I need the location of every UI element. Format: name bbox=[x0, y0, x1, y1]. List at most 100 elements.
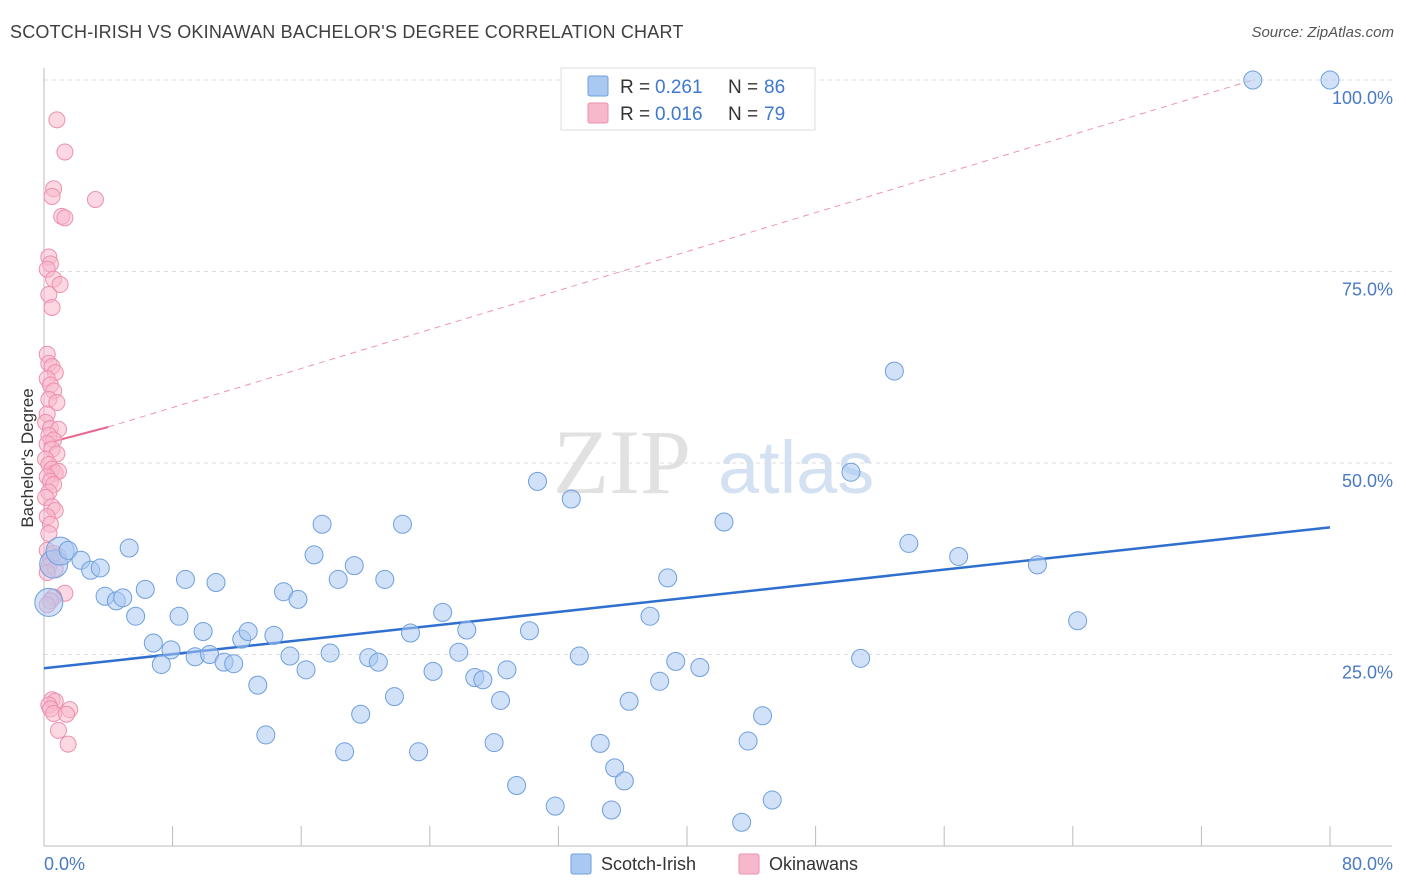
bottom-legend-label-okinawans: Okinawans bbox=[769, 854, 858, 874]
point-scotch-irish bbox=[851, 648, 871, 668]
point-scotch-irish bbox=[1068, 611, 1088, 631]
point-scotch-irish bbox=[899, 533, 919, 553]
point-scotch-irish bbox=[238, 622, 258, 642]
y-axis-tick-labels: 25.0% 50.0% 75.0% 100.0% bbox=[1332, 88, 1393, 683]
point-scotch-irish bbox=[658, 568, 678, 588]
legend: R = 0.261 N = 86 R = 0.016 N = 79 bbox=[560, 67, 816, 131]
point-scotch-irish bbox=[1027, 555, 1047, 575]
point-okinawans bbox=[48, 393, 66, 411]
point-scotch-irish bbox=[135, 579, 155, 599]
point-scotch-irish bbox=[738, 731, 758, 751]
bottom-legend-label-scotch-irish: Scotch-Irish bbox=[601, 854, 696, 874]
point-scotch-irish bbox=[224, 654, 244, 674]
legend-n-label-1: N = bbox=[728, 77, 758, 98]
y-tick-label: 100.0% bbox=[1332, 88, 1393, 108]
x-tick-label-min: 0.0% bbox=[44, 854, 85, 874]
point-okinawans bbox=[40, 524, 58, 542]
point-okinawans bbox=[43, 187, 61, 205]
point-scotch-irish bbox=[296, 660, 316, 680]
point-okinawans bbox=[51, 276, 69, 294]
legend-r-label-1: R = bbox=[620, 77, 650, 98]
bottom-legend-swatch-okinawans bbox=[738, 853, 760, 875]
point-scotch-irish bbox=[328, 569, 348, 589]
chart-source: Source: ZipAtlas.com bbox=[1251, 24, 1394, 41]
bottom-legend-swatch-scotch-irish bbox=[570, 853, 592, 875]
point-scotch-irish bbox=[375, 569, 395, 589]
point-scotch-irish bbox=[640, 606, 660, 626]
point-scotch-irish bbox=[206, 572, 226, 592]
point-okinawans bbox=[56, 209, 74, 227]
point-okinawans bbox=[43, 299, 61, 317]
gridlines bbox=[44, 79, 1392, 655]
point-scotch-irish bbox=[384, 687, 404, 707]
point-scotch-irish bbox=[143, 633, 163, 653]
point-scotch-irish bbox=[256, 725, 276, 745]
point-scotch-irish bbox=[449, 642, 469, 662]
point-scotch-irish bbox=[119, 538, 139, 558]
point-scotch-irish bbox=[732, 812, 752, 832]
legend-r-value-2: 0.016 bbox=[655, 104, 703, 125]
y-tick-label: 50.0% bbox=[1342, 471, 1393, 491]
point-scotch-irish bbox=[884, 361, 904, 381]
point-scotch-irish bbox=[401, 623, 421, 643]
point-scotch-irish bbox=[169, 606, 189, 626]
point-scotch-irish bbox=[392, 514, 412, 534]
bottom-legend: Scotch-Irish Okinawans bbox=[570, 853, 858, 875]
point-scotch-irish bbox=[528, 471, 548, 491]
point-scotch-irish bbox=[714, 512, 734, 532]
point-scotch-irish bbox=[175, 569, 195, 589]
legend-n-value-1: 86 bbox=[764, 77, 785, 98]
legend-n-value-2: 79 bbox=[764, 104, 785, 125]
point-scotch-irish bbox=[161, 640, 181, 660]
point-scotch-irish bbox=[545, 796, 565, 816]
point-scotch-irish bbox=[753, 706, 773, 726]
point-scotch-irish bbox=[58, 540, 78, 560]
point-scotch-irish bbox=[288, 589, 308, 609]
point-scotch-irish bbox=[280, 646, 300, 666]
point-scotch-irish bbox=[304, 545, 324, 565]
point-scotch-irish bbox=[433, 602, 453, 622]
point-scotch-irish bbox=[949, 546, 969, 566]
point-scotch-irish bbox=[423, 661, 443, 681]
point-scotch-irish bbox=[312, 514, 332, 534]
point-scotch-irish bbox=[619, 691, 639, 711]
point-scotch-irish bbox=[519, 621, 539, 641]
trend-line-okinawans-extension bbox=[108, 79, 1253, 428]
point-scotch-irish bbox=[351, 704, 371, 724]
point-scotch-irish bbox=[650, 671, 670, 691]
point-scotch-irish bbox=[841, 462, 861, 482]
legend-swatch-scotch-irish bbox=[587, 75, 609, 97]
point-scotch-irish bbox=[762, 790, 782, 810]
point-scotch-irish bbox=[457, 620, 477, 640]
point-okinawans bbox=[56, 143, 74, 161]
point-scotch-irish bbox=[344, 556, 364, 576]
point-scotch-irish bbox=[614, 771, 634, 791]
point-scotch-irish bbox=[151, 654, 171, 674]
point-scotch-irish bbox=[484, 733, 504, 753]
chart-title: SCOTCH-IRISH VS OKINAWAN BACHELOR'S DEGR… bbox=[10, 22, 684, 42]
point-okinawans bbox=[86, 190, 104, 208]
watermark: ZIP atlas bbox=[553, 411, 874, 513]
point-scotch-irish bbox=[368, 652, 388, 672]
point-scotch-irish bbox=[601, 800, 621, 820]
legend-r-label-2: R = bbox=[620, 104, 650, 125]
point-scotch-irish bbox=[491, 690, 511, 710]
legend-n-label-2: N = bbox=[728, 104, 758, 125]
point-scotch-irish bbox=[409, 742, 429, 762]
y-tick-label: 25.0% bbox=[1342, 663, 1393, 683]
point-scotch-irish bbox=[248, 675, 268, 695]
point-scotch-irish bbox=[335, 742, 355, 762]
point-scotch-irish bbox=[561, 489, 581, 509]
point-scotch-irish bbox=[193, 622, 213, 642]
point-scotch-irish bbox=[605, 758, 625, 778]
point-scotch-irish bbox=[473, 670, 493, 690]
point-scotch-irish bbox=[1320, 70, 1340, 90]
point-scotch-irish bbox=[320, 643, 340, 663]
point-scotch-irish bbox=[264, 625, 284, 645]
point-scotch-irish bbox=[507, 775, 527, 795]
point-scotch-irish bbox=[1243, 70, 1263, 90]
legend-r-value-1: 0.261 bbox=[655, 77, 703, 98]
point-scotch-irish bbox=[34, 587, 64, 617]
y-tick-label: 75.0% bbox=[1342, 280, 1393, 300]
